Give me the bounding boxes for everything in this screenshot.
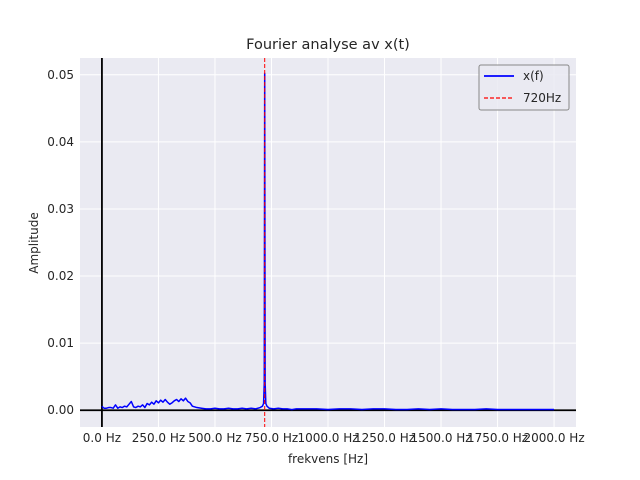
x-tick-label: 750.0 Hz bbox=[245, 431, 299, 445]
chart-title: Fourier analyse av x(t) bbox=[246, 37, 410, 53]
x-tick-label: 0.0 Hz bbox=[83, 431, 121, 445]
series-layer bbox=[101, 58, 555, 427]
y-tick-labels: 0.00 0.01 0.02 0.03 0.04 0.05 bbox=[47, 68, 74, 417]
x-tick-label: 1000.0 Hz bbox=[297, 431, 358, 445]
grid bbox=[80, 58, 576, 427]
x-tick-label: 1750.0 Hz bbox=[467, 431, 528, 445]
x-tick-labels: 0.0 Hz 250.0 Hz 500.0 Hz 750.0 Hz 1000.0 Hz1… bbox=[83, 431, 585, 445]
x-axis-label: frekvens [Hz] bbox=[288, 452, 368, 466]
y-tick-label: 0.00 bbox=[47, 403, 74, 417]
legend-label-xf: x(f) bbox=[523, 69, 544, 83]
y-tick-label: 0.04 bbox=[47, 135, 74, 149]
y-axis-label: Amplitude bbox=[27, 212, 41, 274]
x-tick-label: 2000.0 Hz bbox=[524, 431, 585, 445]
x-tick-label: 500.0 Hz bbox=[188, 431, 242, 445]
y-tick-label: 0.03 bbox=[47, 202, 74, 216]
y-tick-label: 0.02 bbox=[47, 269, 74, 283]
x-tick-label: 1500.0 Hz bbox=[410, 431, 471, 445]
legend: x(f) 720Hz bbox=[478, 64, 570, 111]
series-line-xf bbox=[101, 72, 555, 411]
y-tick-label: 0.01 bbox=[47, 336, 74, 350]
y-tick-label: 0.05 bbox=[47, 68, 74, 82]
x-tick-label: 1250.0 Hz bbox=[354, 431, 415, 445]
x-tick-label: 250.0 Hz bbox=[132, 431, 186, 445]
legend-label-720hz: 720Hz bbox=[523, 91, 561, 105]
